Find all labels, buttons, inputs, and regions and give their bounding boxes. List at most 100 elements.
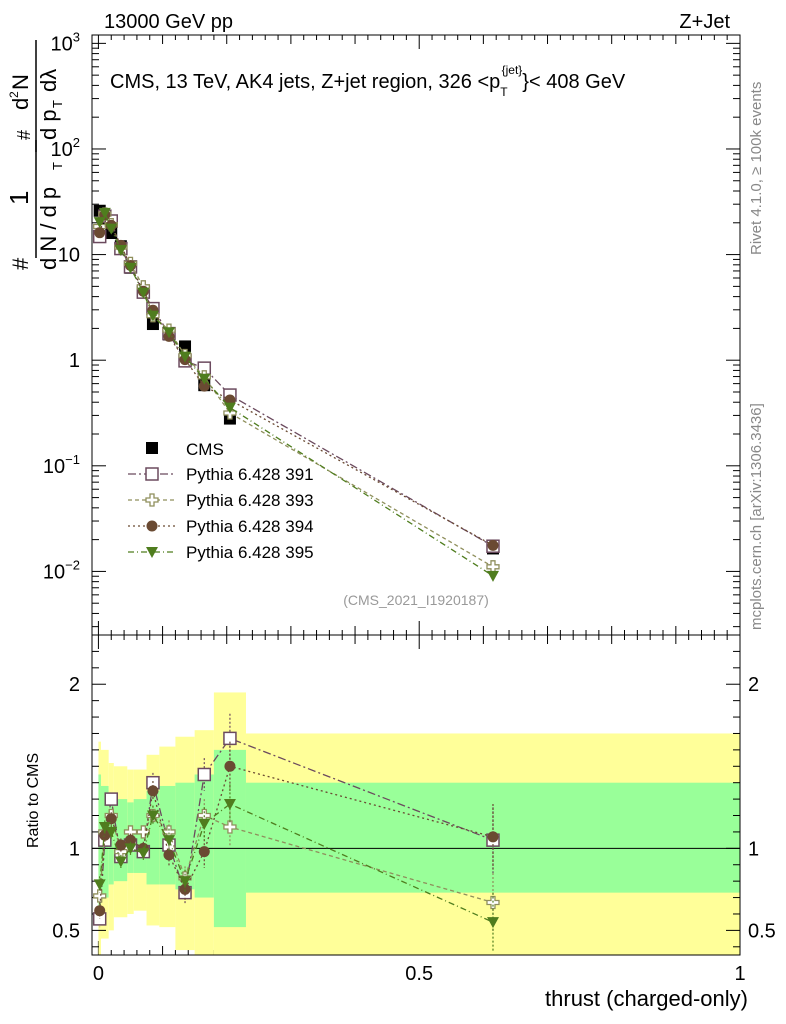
legend-label-3: Pythia 6.428 395 <box>186 543 314 562</box>
y-tick-mantissa: 1 <box>69 350 80 372</box>
y-axis-label: # 1 d N / d p T # d 2 N d p T dλ <box>4 40 65 270</box>
title-main: CMS, 13 TeV, AK4 jets, Z+jet region, 326… <box>110 71 500 93</box>
legend-label-cms: CMS <box>186 440 224 459</box>
legend-marker-1 <box>145 493 159 507</box>
legend-label-1: Pythia 6.428 393 <box>186 491 314 510</box>
y-tick-exponent: 3 <box>73 29 80 44</box>
y-tick-label: 10−1 <box>43 452 80 478</box>
y-tick-mantissa: 10 <box>43 456 65 478</box>
band-inner-bin <box>213 749 246 928</box>
ratio-point <box>93 879 106 891</box>
y-label-one: 1 <box>4 191 34 205</box>
x-axis-label: thrust (charged-only) <box>545 986 748 1011</box>
ratio-point <box>124 843 137 855</box>
x-tick-label: 0.5 <box>405 963 433 985</box>
ratio-bands <box>98 692 740 955</box>
y-label-dpt: d p <box>36 109 61 140</box>
ratio-point <box>223 731 237 746</box>
series-point <box>198 373 211 385</box>
side-labels: Rivet 4.1.0, ≥ 100k events mcplots.cern.… <box>748 82 765 630</box>
y-label-d2n-n: N <box>8 74 33 90</box>
chart-title: CMS, 13 TeV, AK4 jets, Z+jet region, 326… <box>110 63 626 99</box>
ratio-point <box>136 825 150 839</box>
y-tick-mantissa: 10 <box>51 33 73 55</box>
x-tick-label: 1 <box>734 963 745 985</box>
ratio-point <box>198 846 210 858</box>
legend-marker-3 <box>146 547 158 558</box>
series-point <box>198 380 210 392</box>
series-point <box>124 262 137 274</box>
ratio-point <box>105 826 118 838</box>
y-tick-label: 102 <box>51 135 80 161</box>
ratio-point <box>146 810 159 822</box>
ratio-point <box>163 849 175 861</box>
ratio-point <box>486 917 499 929</box>
series-point <box>105 223 118 235</box>
cms-point <box>146 318 159 331</box>
ratio-tick-label-right: 2 <box>748 674 759 696</box>
series-point <box>98 207 111 219</box>
ratio-point <box>223 820 237 834</box>
ratio-tick-label-right: 0.5 <box>748 920 776 942</box>
y-tick-exponent: −2 <box>65 557 80 572</box>
legend-marker-cms <box>146 442 158 454</box>
y-label-dndpt: d N / d p <box>36 187 61 270</box>
series-point <box>486 570 499 582</box>
process-label: Z+Jet <box>679 11 730 33</box>
ratio-point <box>487 831 499 843</box>
ratio-tick-label-left: 1 <box>69 838 80 860</box>
ratio-point <box>98 822 111 833</box>
legend-label-0: Pythia 6.428 391 <box>186 465 314 484</box>
series-point <box>93 217 106 229</box>
cms-point <box>179 340 192 353</box>
legend: CMS Pythia 6.428 391 Pythia 6.428 393 Pythi… <box>128 440 314 562</box>
y-label-d2n: d <box>8 98 33 110</box>
ratio-line-3 <box>99 803 494 923</box>
series-line-3 <box>99 211 494 577</box>
series-point <box>137 287 150 299</box>
y-tick-label: 10−2 <box>43 557 80 583</box>
series-point <box>179 351 192 363</box>
ratio-frame <box>91 634 741 956</box>
ratio-tick-label-right: 1 <box>748 838 759 860</box>
y-label-hash1: # <box>8 257 33 270</box>
series-point <box>223 402 236 414</box>
ratio-point <box>162 835 175 847</box>
ratio-point <box>197 767 212 782</box>
ratio-point <box>99 829 111 841</box>
ratio-point <box>115 839 127 851</box>
ratio-point <box>114 856 127 868</box>
legend-label-2: Pythia 6.428 394 <box>186 517 314 536</box>
title-tail: }< 408 GeV <box>522 71 626 93</box>
series-line-1 <box>99 212 494 568</box>
ratio-point <box>223 799 236 811</box>
ratio-tick-label-left: 0.5 <box>52 920 80 942</box>
legend-marker-2 <box>146 520 158 532</box>
legend-marker-0 <box>145 467 159 481</box>
series-point <box>162 327 175 339</box>
y-tick-mantissa: 10 <box>51 139 73 161</box>
y-tick-label: 1 <box>69 350 80 372</box>
series-point <box>94 227 106 239</box>
ratio-point <box>224 760 236 772</box>
ratio-tick-label-left: 2 <box>69 674 80 696</box>
y-tick-label: 10 <box>58 245 80 267</box>
title-sub: T <box>500 85 508 99</box>
ratio-point <box>124 834 136 846</box>
y-label-t1: T <box>50 162 65 170</box>
ratio-point <box>104 792 118 806</box>
energy-label: 13000 GeV pp <box>104 11 233 33</box>
analysis-id: (CMS_2021_I1920187) <box>343 592 489 608</box>
y-label-t2: T <box>50 100 65 108</box>
series-point <box>487 539 499 551</box>
series-point <box>114 245 127 257</box>
band-inner-bin <box>146 790 160 885</box>
y-tick-mantissa: 10 <box>43 561 65 583</box>
ratio-point <box>147 785 159 797</box>
rivet-label: Rivet 4.1.0, ≥ 100k events <box>748 82 765 255</box>
ratio-point <box>179 883 191 895</box>
title-sup: {jet} <box>502 63 523 77</box>
ratio-point <box>94 905 106 917</box>
y-tick-label: 103 <box>51 29 80 55</box>
